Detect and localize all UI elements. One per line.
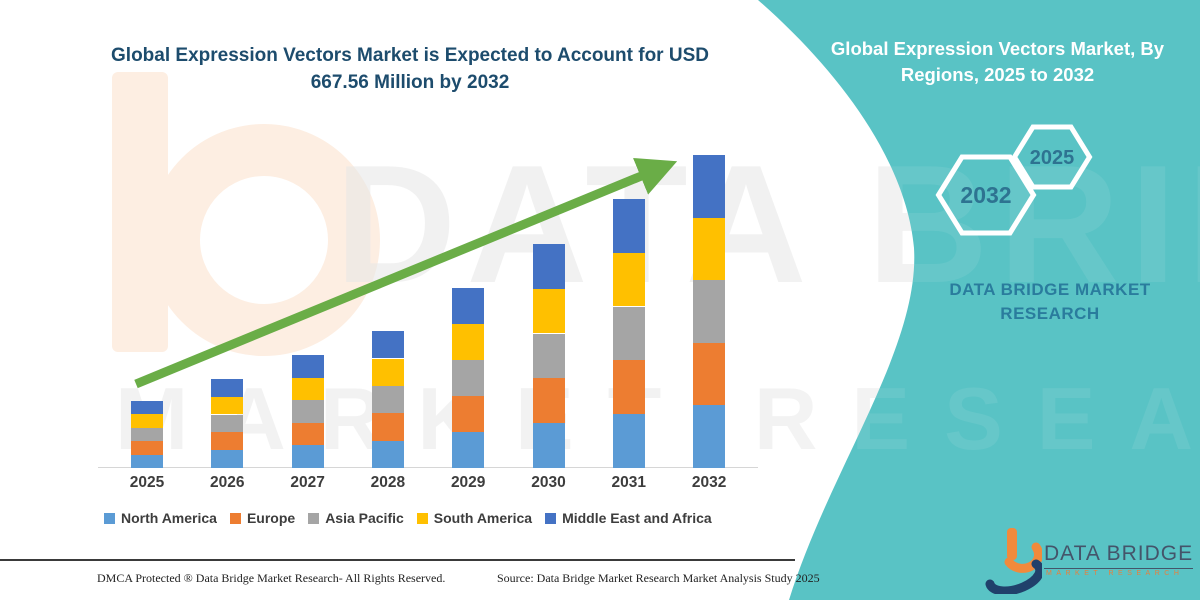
bar-segment-2028-north-america xyxy=(371,440,404,468)
x-axis-line xyxy=(98,467,758,468)
bar-segment-2032-asia-pacific xyxy=(693,280,726,343)
hexagon-2025-icon xyxy=(1011,124,1093,190)
bar-segment-2031-south-america xyxy=(612,252,645,307)
legend-swatch-icon xyxy=(104,512,115,524)
company-logo-name: DATA BRIDGE xyxy=(1044,542,1194,569)
bar-segment-2025-asia-pacific xyxy=(131,427,163,442)
legend-label: Middle East and Africa xyxy=(562,510,712,526)
hexagon-2025-label: 2025 xyxy=(1030,147,1075,169)
company-logo: DATA BRIDGE MARKET RESEARCH xyxy=(980,526,1195,594)
bar-segment-2030-asia-pacific xyxy=(532,333,565,379)
legend-swatch-icon xyxy=(545,512,557,524)
bar-segment-2027-europe xyxy=(291,422,324,446)
legend-item-south-america: South America xyxy=(416,510,533,526)
bar-segment-2030-europe xyxy=(532,378,565,424)
legend-swatch-icon xyxy=(416,512,428,524)
bar-segment-2026-south-america xyxy=(211,396,244,415)
chart-title: Global Expression Vectors Market is Expe… xyxy=(90,42,730,96)
hexagon-2032-label: 2032 xyxy=(960,182,1011,208)
bar-segment-2026-europe xyxy=(211,432,244,451)
x-axis-label-2032: 2032 xyxy=(691,474,727,491)
x-axis-label-2025: 2025 xyxy=(129,474,165,491)
bar-segment-2029-middle-east-and-africa xyxy=(452,288,485,324)
bar-segment-2032-middle-east-and-africa xyxy=(693,155,726,218)
legend-label: South America xyxy=(433,510,533,526)
source-note: Source: Data Bridge Market Research Mark… xyxy=(497,571,820,585)
legend-item-europe: Europe xyxy=(229,510,296,526)
hexagon-2032-icon xyxy=(935,154,1037,236)
bar-segment-2027-north-america xyxy=(291,445,324,468)
bar-segment-2026-middle-east-and-africa xyxy=(211,378,244,397)
panel-title-line1: Global Expression Vectors Market, By xyxy=(830,38,1165,59)
bar-segment-2031-asia-pacific xyxy=(612,306,645,361)
x-axis-label-2027: 2027 xyxy=(290,474,325,491)
legend-label: North America xyxy=(121,510,217,526)
legend-label: Europe xyxy=(246,510,296,526)
bar-segment-2028-asia-pacific xyxy=(371,385,404,414)
bar-segment-2028-europe xyxy=(371,413,404,441)
bar-segment-2032-europe xyxy=(693,342,726,406)
x-axis-label-2026: 2026 xyxy=(210,474,245,491)
legend-label: Asia Pacific xyxy=(325,510,404,526)
x-axis-label-2029: 2029 xyxy=(450,474,486,491)
bar-segment-2031-middle-east-and-africa xyxy=(612,198,645,253)
footer-divider xyxy=(0,559,795,561)
company-logo-icon xyxy=(985,528,1042,594)
bar-segment-2029-south-america xyxy=(452,324,485,360)
chart-legend: North America Europe Asia Pacific South Ame… xyxy=(104,510,712,526)
bar-segment-2029-asia-pacific xyxy=(452,360,485,396)
bar-segment-2025-middle-east-and-africa xyxy=(131,401,163,415)
chart-title-line1: Global Expression Vectors Market is Expe… xyxy=(111,45,709,66)
x-axis-label-2028: 2028 xyxy=(370,474,406,491)
chart-title-line2: 667.56 Million by 2032 xyxy=(310,72,510,93)
legend-item-north-america: North America xyxy=(104,510,217,526)
x-axis-label-2030: 2030 xyxy=(531,474,566,491)
panel-title: Global Expression Vectors Market, By Reg… xyxy=(805,36,1190,88)
legend-item-asia-pacific: Asia Pacific xyxy=(308,510,404,526)
hexagon-badges: 2032 2025 xyxy=(935,124,1093,236)
bar-segment-2027-south-america xyxy=(291,377,324,401)
bar-segment-2025-south-america xyxy=(131,414,163,428)
bar-segment-2030-middle-east-and-africa xyxy=(532,243,565,289)
dmca-notice: DMCA Protected ® Data Bridge Market Rese… xyxy=(97,571,446,585)
teal-watermark-clip: DATA BRIDGE MARKET RESEARCH xyxy=(790,0,1200,600)
company-logo-subtitle: MARKET RESEARCH xyxy=(1046,570,1184,577)
bar-segment-2029-north-america xyxy=(452,432,485,468)
bar-segment-2027-middle-east-and-africa xyxy=(291,355,324,378)
teal-panel-shape xyxy=(758,0,1200,600)
legend-swatch-icon xyxy=(308,512,320,524)
bar-segment-2025-europe xyxy=(131,441,163,455)
bar-segment-2031-north-america xyxy=(612,414,645,468)
brand-wordmark-line1: DATA BRIDGE MARKET xyxy=(949,280,1151,299)
bar-segment-2027-asia-pacific xyxy=(291,400,324,423)
teal-watermark-line1: DATA BRIDGE xyxy=(790,130,1200,318)
panel-title-line2: Regions, 2025 to 2032 xyxy=(900,64,1095,85)
x-axis-label-2031: 2031 xyxy=(611,474,647,491)
teal-watermark-line2: MARKET RESEARCH xyxy=(790,369,1200,468)
legend-item-middle-east-and-africa: Middle East and Africa xyxy=(545,510,712,526)
bar-segment-2028-middle-east-and-africa xyxy=(371,331,404,359)
bar-segment-2032-north-america xyxy=(693,405,726,468)
bar-segment-2028-south-america xyxy=(371,358,404,386)
brand-wordmark-line2: RESEARCH xyxy=(1000,304,1100,323)
bar-segment-2026-asia-pacific xyxy=(211,414,244,433)
brand-wordmark: DATA BRIDGE MARKET RESEARCH xyxy=(930,278,1170,326)
bar-segment-2026-north-america xyxy=(211,450,244,468)
bar-segment-2029-europe xyxy=(452,396,485,432)
legend-swatch-icon xyxy=(229,512,241,524)
bar-segment-2031-europe xyxy=(612,360,645,415)
bar-segment-2030-south-america xyxy=(532,288,565,334)
bar-segment-2025-north-america xyxy=(131,454,163,468)
bar-segment-2030-north-america xyxy=(532,423,565,468)
bar-segment-2032-south-america xyxy=(693,217,726,281)
